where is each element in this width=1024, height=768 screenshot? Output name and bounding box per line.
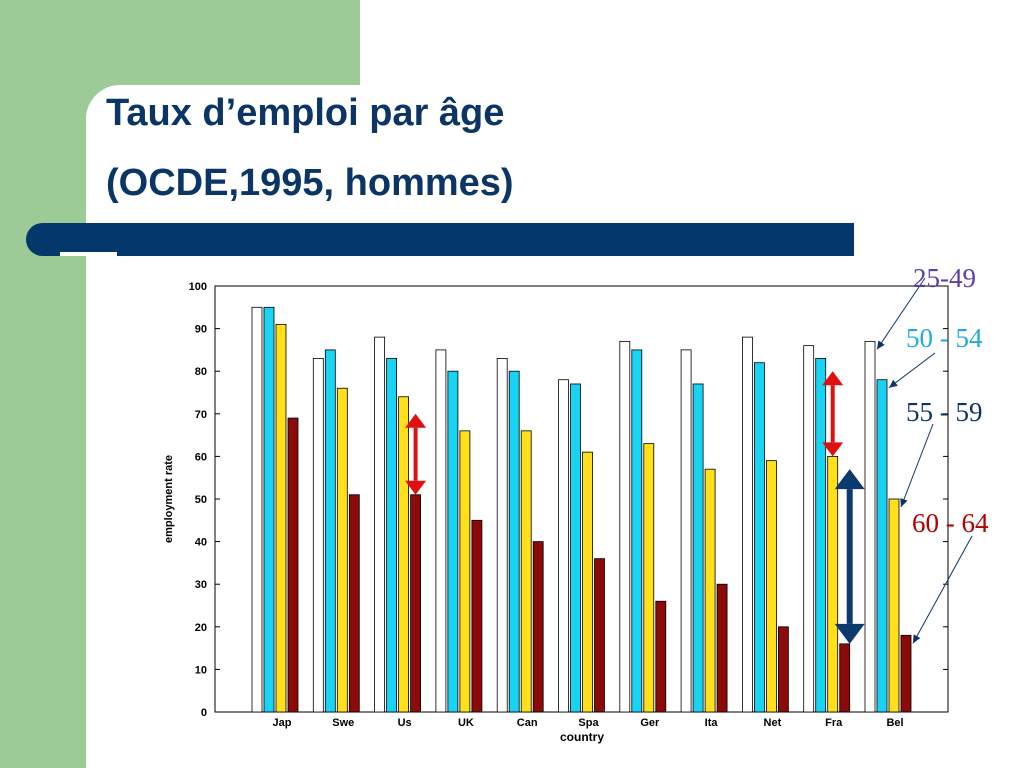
x-axis-label: country bbox=[560, 730, 604, 744]
legend-pointer-line-3 bbox=[912, 535, 973, 644]
legend-label-55-59: 55 - 59 bbox=[906, 397, 983, 427]
bar-uk-series-0 bbox=[435, 349, 447, 713]
bar-fra-series-3 bbox=[839, 643, 851, 713]
bar-spa-series-0 bbox=[558, 379, 569, 713]
slide-title-line-1: Taux d’emploi par âge bbox=[106, 92, 505, 134]
bar-can-series-0 bbox=[496, 358, 508, 713]
x-tick-label-can: Can bbox=[517, 717, 538, 729]
bar-bel-series-1 bbox=[876, 379, 888, 713]
bar-swe-series-0 bbox=[312, 358, 324, 713]
bar-bel-series-3 bbox=[900, 634, 912, 713]
bar-can-series-2 bbox=[520, 430, 532, 713]
bar-ita-series-0 bbox=[680, 349, 692, 713]
arrow-us-0-head-down bbox=[405, 480, 427, 495]
bar-jap-series-2 bbox=[275, 323, 287, 713]
y-tick-label: 30 bbox=[195, 579, 207, 591]
bar-uk-series-2 bbox=[459, 430, 471, 713]
y-tick-label: 10 bbox=[195, 664, 207, 676]
bar-ger-series-3 bbox=[655, 600, 667, 713]
bar-can-series-1 bbox=[508, 370, 520, 713]
x-tick-label-fra: Fra bbox=[825, 717, 843, 729]
divider-notch bbox=[60, 252, 117, 256]
bar-net-series-1 bbox=[754, 362, 765, 713]
x-tick-label-jap: Jap bbox=[273, 717, 292, 729]
bar-us-series-3 bbox=[410, 494, 422, 713]
bar-bel-series-2 bbox=[888, 498, 900, 713]
legend-label-50-54: 50 - 54 bbox=[906, 323, 983, 353]
arrow-fra-2-head-down bbox=[834, 623, 865, 644]
bar-jap-series-0 bbox=[251, 306, 263, 713]
bar-bel-series-0 bbox=[864, 340, 876, 713]
arrow-fra-2-head-up bbox=[834, 469, 865, 490]
x-tick-label-ger: Ger bbox=[640, 717, 660, 729]
bar-swe-series-3 bbox=[348, 494, 360, 713]
x-tick-label-swe: Swe bbox=[332, 717, 354, 729]
y-tick-label: 80 bbox=[195, 366, 207, 378]
bar-spa-series-1 bbox=[570, 383, 581, 713]
y-tick-label: 20 bbox=[195, 622, 207, 634]
bar-swe-series-1 bbox=[324, 349, 336, 713]
bar-ita-series-1 bbox=[692, 383, 704, 713]
bar-ger-series-2 bbox=[643, 443, 655, 713]
bar-spa-series-2 bbox=[582, 451, 593, 713]
legend-pointer-line-0 bbox=[876, 277, 926, 350]
arrow-fra-1-head-down bbox=[822, 442, 844, 457]
slide-title-line-2: (OCDE,1995, hommes) bbox=[106, 162, 514, 204]
x-tick-label-bel: Bel bbox=[886, 717, 903, 729]
legend-pointer-line-2 bbox=[900, 423, 934, 508]
title-divider-bar bbox=[26, 223, 854, 256]
x-tick-label-net: Net bbox=[764, 717, 782, 729]
bar-net-series-0 bbox=[742, 336, 753, 713]
legend-label-25-49: 25-49 bbox=[913, 263, 976, 293]
bar-us-series-2 bbox=[398, 396, 410, 713]
legend-label-60-64: 60 - 64 bbox=[912, 508, 989, 538]
bar-ger-series-0 bbox=[619, 340, 631, 713]
bar-us-series-1 bbox=[386, 358, 398, 713]
x-tick-label-uk: UK bbox=[458, 717, 474, 729]
x-tick-label-ita: Ita bbox=[705, 717, 719, 729]
bar-fra-series-1 bbox=[815, 358, 827, 713]
bar-uk-series-1 bbox=[447, 370, 459, 713]
bar-swe-series-2 bbox=[336, 387, 348, 713]
y-tick-label: 70 bbox=[195, 409, 207, 421]
bar-us-series-0 bbox=[374, 336, 386, 713]
legend-pointer-head-1 bbox=[889, 379, 898, 388]
arrow-us-0-head-up bbox=[405, 413, 427, 428]
bar-uk-series-3 bbox=[471, 519, 483, 713]
y-tick-label: 90 bbox=[195, 324, 207, 336]
bar-spa-series-3 bbox=[594, 558, 605, 713]
bar-fra-series-2 bbox=[827, 455, 839, 713]
bar-ger-series-1 bbox=[631, 349, 643, 713]
legend-pointer-head-0 bbox=[877, 340, 885, 350]
bar-ita-series-2 bbox=[704, 468, 716, 713]
bar-can-series-3 bbox=[532, 541, 544, 713]
y-tick-label: 60 bbox=[195, 451, 207, 463]
y-tick-label: 50 bbox=[195, 494, 207, 506]
bar-jap-series-3 bbox=[287, 417, 299, 713]
bar-fra-series-0 bbox=[803, 345, 815, 713]
arrow-fra-1-head-up bbox=[822, 371, 844, 386]
bar-ita-series-3 bbox=[716, 583, 728, 713]
y-tick-label: 40 bbox=[195, 537, 207, 549]
y-tick-label: 100 bbox=[189, 281, 207, 293]
legend-pointer-head-3 bbox=[913, 634, 921, 644]
x-tick-label-spa: Spa bbox=[578, 717, 599, 729]
x-tick-label-us: Us bbox=[398, 717, 412, 729]
y-tick-label: 0 bbox=[201, 707, 207, 719]
y-axis-label: employment rate bbox=[163, 455, 175, 543]
legend-pointer-head-2 bbox=[900, 498, 908, 507]
bar-jap-series-1 bbox=[263, 306, 275, 713]
legend-pointer-line-1 bbox=[888, 352, 936, 389]
bar-net-series-2 bbox=[766, 460, 777, 713]
bar-net-series-3 bbox=[778, 626, 789, 713]
